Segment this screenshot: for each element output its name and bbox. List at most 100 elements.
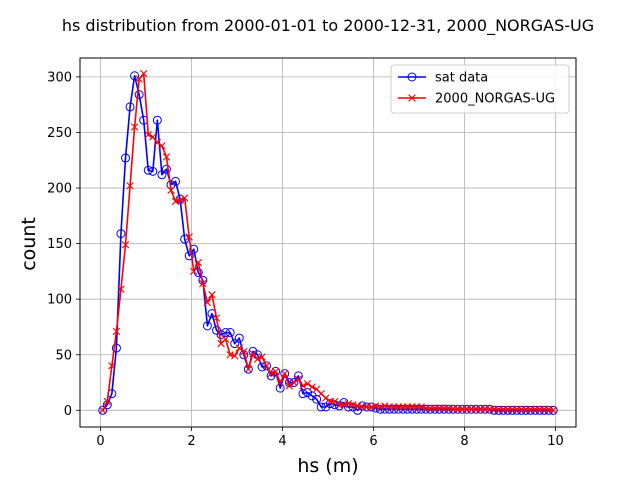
y-tick-label: 300 xyxy=(47,70,72,85)
series-2-point xyxy=(162,153,171,161)
series-2-point xyxy=(353,402,362,410)
series-2-point xyxy=(290,378,298,387)
series-1-point xyxy=(125,102,135,112)
series-1-point xyxy=(303,388,313,398)
series-2-point xyxy=(322,394,330,402)
series-2-point xyxy=(271,367,280,376)
series-2-point xyxy=(144,131,152,139)
x-tick-label: 10 xyxy=(547,434,564,449)
series-1-point xyxy=(189,244,199,254)
series-1-point xyxy=(157,170,167,180)
series-2-point xyxy=(199,279,207,288)
series-2-point xyxy=(226,351,234,359)
series-2-point xyxy=(103,397,111,406)
series-1-point xyxy=(230,339,240,349)
series-2-point xyxy=(235,344,243,352)
series-1-point xyxy=(111,343,121,353)
series-1-point xyxy=(275,383,285,393)
series-2-point xyxy=(203,298,212,307)
series-1-point xyxy=(412,404,422,414)
series-1-point xyxy=(403,404,413,414)
series-1-point xyxy=(298,389,308,399)
series-2-point xyxy=(417,403,425,411)
series-2-point xyxy=(444,404,453,412)
series-2-point xyxy=(367,403,375,411)
legend-marker xyxy=(408,94,416,102)
chart-title: hs distribution from 2000-01-01 to 2000-… xyxy=(62,16,594,36)
series-1-point xyxy=(394,404,404,414)
series-2-point xyxy=(244,365,253,373)
series-1-point xyxy=(225,328,235,338)
series-2-point xyxy=(258,353,266,361)
series-2-point xyxy=(303,379,312,388)
series-2-point xyxy=(331,397,339,406)
series-2-point xyxy=(267,369,275,378)
legend-box xyxy=(390,64,570,114)
y-tick-label: 150 xyxy=(47,237,72,252)
series-2-point xyxy=(185,233,193,241)
series-2-point xyxy=(372,402,380,410)
x-tick-label: 2 xyxy=(187,434,195,449)
series-2-point xyxy=(249,349,257,358)
series-1-point xyxy=(307,391,317,401)
series-2-point xyxy=(253,355,262,363)
series-1-point xyxy=(121,153,131,163)
series-2-point xyxy=(112,327,121,336)
series-2-point xyxy=(381,402,389,410)
x-axis-title: hs (m) xyxy=(297,455,358,477)
series-1-point xyxy=(216,330,226,340)
series-2-point xyxy=(545,405,553,413)
y-tick-label: 0 xyxy=(64,404,72,419)
legend-label: sat data xyxy=(435,71,488,86)
series-2-point xyxy=(176,196,184,204)
series-2-point xyxy=(194,258,203,267)
series-2-point xyxy=(135,75,143,83)
x-tick-label: 6 xyxy=(369,434,377,449)
plot-frame xyxy=(79,57,577,428)
legend-marker xyxy=(407,72,417,82)
series-2-point xyxy=(376,403,385,411)
series-2-point xyxy=(130,123,139,131)
series-2-point xyxy=(294,375,303,383)
series-1-point xyxy=(148,166,158,176)
series-1-point xyxy=(312,394,322,404)
series-1-point xyxy=(116,229,126,239)
series-2-point xyxy=(158,142,166,150)
series-1-point xyxy=(161,164,171,174)
series-2-point xyxy=(549,406,557,415)
series-2-point xyxy=(240,347,248,356)
y-tick-label: 100 xyxy=(47,293,72,308)
series-1-point xyxy=(134,90,144,100)
series-2-point xyxy=(262,362,271,370)
series-1-point xyxy=(384,404,394,414)
series-2-point xyxy=(108,362,116,370)
series-2-point xyxy=(231,352,239,360)
series-2-point xyxy=(167,186,175,194)
series-1-point xyxy=(325,399,335,409)
series-2-point xyxy=(126,182,134,190)
series-2-point xyxy=(221,335,230,343)
series-1-point xyxy=(375,404,385,414)
series-1-point xyxy=(289,378,299,388)
series-2-point xyxy=(121,241,130,249)
series-1-point xyxy=(407,404,417,414)
series-2-point xyxy=(285,382,294,390)
series-2-point xyxy=(349,401,357,409)
legend-label: 2000_NORGAS-UG xyxy=(435,92,555,107)
series-2-point xyxy=(140,69,148,78)
series-2-point xyxy=(171,197,180,206)
series-2-point xyxy=(208,291,216,299)
series-2-point xyxy=(281,369,289,378)
series-2-point xyxy=(99,406,107,415)
series-1-point xyxy=(243,364,253,374)
legend: sat data 2000_NORGAS-UG xyxy=(390,64,570,114)
series-2-point xyxy=(190,267,198,276)
series-1-point xyxy=(180,234,190,244)
series-1-point xyxy=(98,405,108,415)
series-1-point xyxy=(152,115,162,125)
x-tick-label: 4 xyxy=(278,434,286,449)
series-1-point xyxy=(398,404,408,414)
series-layer xyxy=(98,69,558,415)
